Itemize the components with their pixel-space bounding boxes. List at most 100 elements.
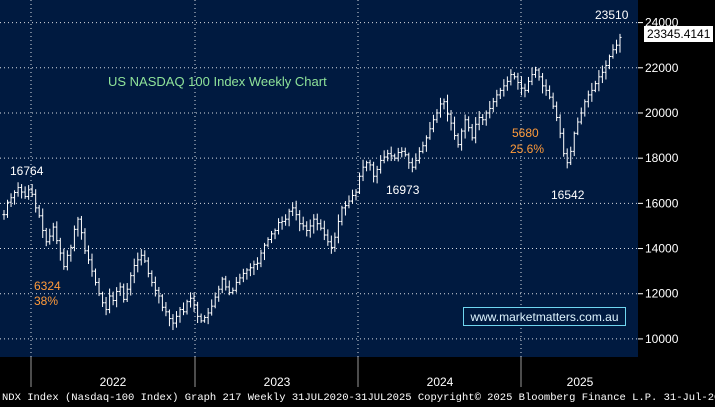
price-bar [386,149,390,162]
price-bar [396,147,400,162]
price-bar [523,83,527,98]
price-bar [340,205,344,226]
annotation-16542: 16542 [551,188,585,202]
y-tick-label: 10000 [645,332,679,346]
x-tick-label: 2024 [427,375,454,389]
price-bar [481,114,485,125]
price-bar [347,195,351,209]
price-bar [234,276,238,293]
price-bar [421,141,425,154]
price-bar [460,128,464,151]
price-bar [55,221,59,245]
price-bar [361,159,365,182]
price-bar [41,208,45,238]
price-bar [259,249,263,268]
price-bar [495,89,499,107]
price-bar [280,216,284,230]
price-bar [248,263,252,277]
price-bar [23,186,27,199]
price-bar [604,60,608,80]
price-bar [590,82,594,102]
price-bar [474,117,478,144]
price-bar [266,237,270,248]
price-bar [414,153,418,170]
price-bar [245,268,249,280]
price-bar [174,311,179,328]
price-bar [146,257,150,278]
price-bar [438,97,443,118]
plot-area [0,0,638,357]
y-tick-label: 16000 [645,196,679,210]
price-bar [368,159,372,171]
price-bar [139,249,143,266]
price-bar [417,147,421,164]
price-bar [583,99,587,117]
annotation-5680: 5680 [512,126,539,140]
price-bar [502,79,506,97]
price-bar [442,98,446,110]
price-bar [607,54,612,70]
price-bar [548,85,552,100]
price-bar [467,116,471,132]
price-bar [12,190,17,205]
price-bar [269,230,274,244]
price-bar [477,111,481,131]
price-bar [298,210,302,232]
price-bar [445,94,450,122]
price-bar [530,67,534,86]
price-bar [555,101,559,122]
price-bar [562,128,566,157]
price-bar [382,150,386,164]
price-bar [565,148,569,169]
price-bar [90,253,94,277]
price-bar [108,288,112,314]
price-bar [188,292,193,308]
price-bar [435,109,439,123]
price-bar [611,44,615,59]
y-tick-label: 12000 [645,287,679,301]
price-bar [86,245,91,265]
price-bar [579,107,583,125]
price-bar [262,242,267,261]
price-bar [20,184,24,199]
price-bar [452,116,457,140]
price-bar [132,258,136,284]
price-bar [58,237,62,261]
chart-title: US NASDAQ 100 Index Weekly Chart [108,74,327,89]
price-bar [291,202,295,217]
price-bar [27,185,31,200]
price-bar [273,228,277,240]
price-bar [125,283,129,302]
price-bar [593,80,597,93]
price-bar [157,286,161,304]
price-bar [491,97,495,113]
price-bar [104,296,108,316]
price-bar [410,158,414,173]
annotation-38-percent: 38% [34,294,58,308]
price-bar [181,302,186,316]
price-bar [79,215,84,240]
price-bar [100,291,105,308]
price-bar [509,69,513,86]
price-bar [16,182,20,197]
x-tick-label: 2025 [567,375,594,389]
price-bar [150,270,154,287]
price-bar [315,213,319,231]
price-bar [540,72,545,94]
price-bar [93,268,98,286]
price-bar [199,313,203,323]
annotation-23510: 23510 [595,8,629,22]
annotation-25-6-percent: 25.6% [510,142,544,156]
price-bar [597,70,601,92]
price-bar [586,90,590,108]
axis-panel [638,0,715,389]
price-bar [276,218,281,235]
annotation-16973: 16973 [386,183,420,197]
price-bar [160,294,164,312]
price-bar [551,92,555,109]
price-bar [5,199,10,218]
price-bar [428,121,432,140]
price-bar [164,302,168,317]
price-bar [227,280,231,296]
price-bar [30,184,34,198]
